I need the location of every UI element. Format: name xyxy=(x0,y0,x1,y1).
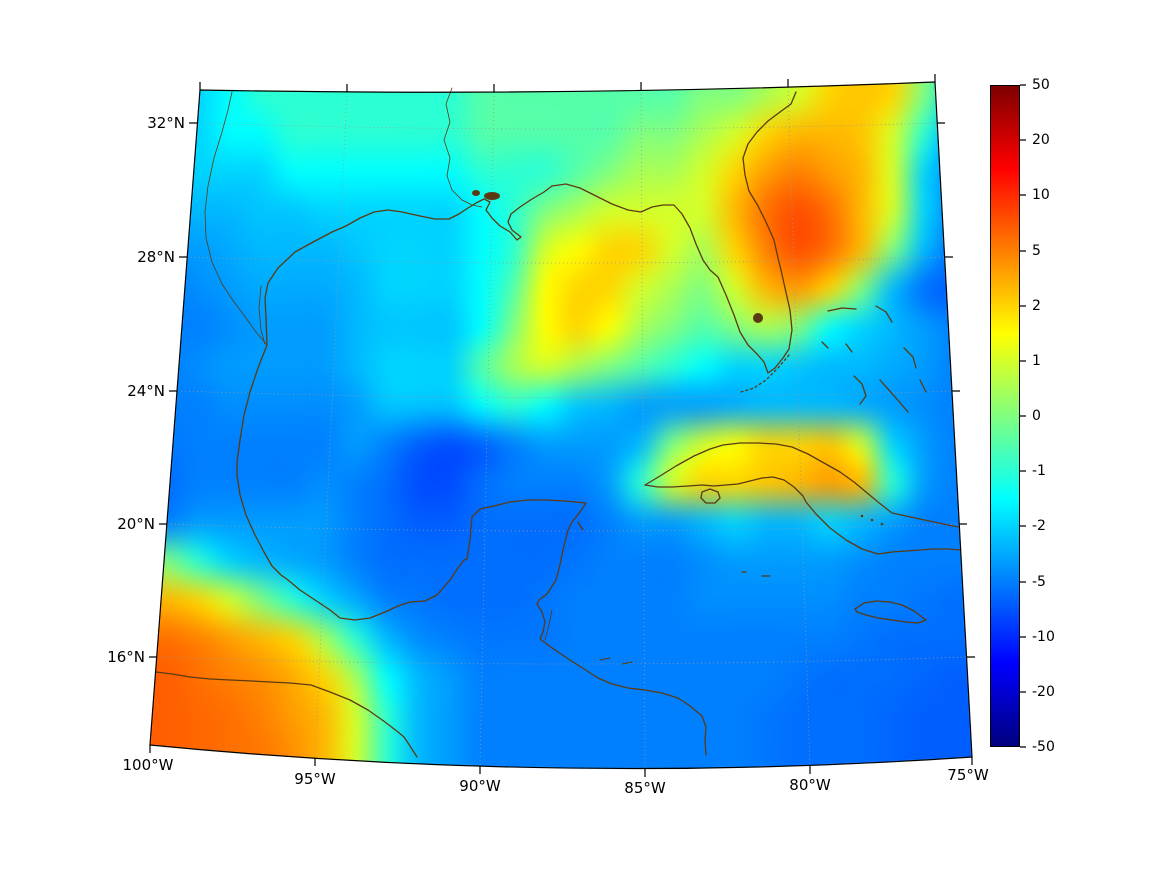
river-mississippi xyxy=(443,87,483,208)
lake-maurepas xyxy=(472,190,480,196)
x-axis-ticks-top xyxy=(199,74,936,92)
cuba-cay-1 xyxy=(860,514,864,518)
lake-pontchartrain xyxy=(484,192,500,200)
cuba-cay-3 xyxy=(880,522,884,526)
coastline-cuba-south xyxy=(644,476,961,555)
cuba-cay-2 xyxy=(870,518,874,522)
y-axis-ticks-right xyxy=(937,122,975,658)
padre-island xyxy=(258,285,266,345)
heatmap-layer xyxy=(150,75,972,775)
meridian-95w xyxy=(314,91,348,759)
jamaica xyxy=(854,600,927,624)
parallel-24n xyxy=(176,390,953,398)
river-rio-grande xyxy=(204,91,268,346)
graticule-gridlines xyxy=(156,86,967,770)
parallel-16n xyxy=(156,656,967,665)
bay-islands xyxy=(599,657,633,665)
cayman-islands xyxy=(741,571,771,577)
axis-ticks xyxy=(149,74,1026,777)
colorbar xyxy=(990,85,1020,747)
x-axis-ticks-bottom xyxy=(149,745,973,777)
cozumel xyxy=(577,521,584,531)
map-frame xyxy=(149,81,973,770)
lakes-and-cays xyxy=(472,190,884,526)
coastline-pacific xyxy=(155,671,418,758)
meridian-80w xyxy=(787,86,811,767)
florida-keys xyxy=(740,354,790,393)
meridian-90w xyxy=(479,91,495,767)
isla-juventud xyxy=(700,488,721,504)
coastline-mexico-centam xyxy=(236,344,707,756)
coastline-us-gulf-atlantic xyxy=(264,91,797,374)
belize-cays xyxy=(544,609,553,641)
coastlines xyxy=(155,87,961,758)
coastline-cuba-north xyxy=(644,442,959,528)
lake-okeechobee xyxy=(753,313,763,323)
bahamas xyxy=(821,305,927,413)
y-axis-ticks-left xyxy=(149,122,197,658)
parallel-20n xyxy=(166,523,960,532)
colorbar-ticks xyxy=(1020,84,1026,748)
parallel-32n xyxy=(196,122,938,130)
meridian-85w xyxy=(640,89,646,770)
parallel-28n xyxy=(186,256,946,264)
